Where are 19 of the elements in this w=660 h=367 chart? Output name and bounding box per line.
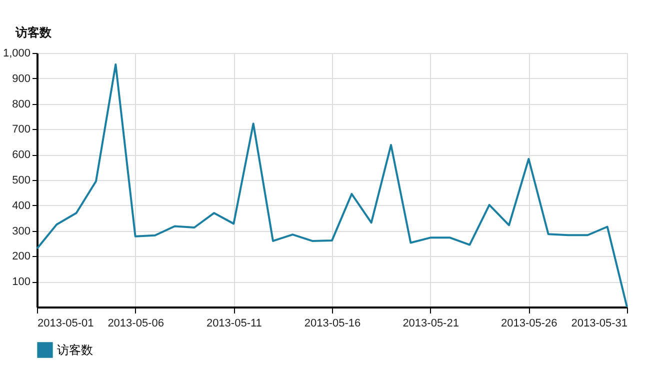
y-tick-label: 200 [12,250,30,263]
x-tick-label: 2013-05-31 [571,318,628,330]
y-tick-label: 300 [12,225,30,238]
x-tick-label: 2013-05-21 [402,318,459,330]
y-tick-label: 600 [12,149,30,162]
y-tick-label: 500 [12,174,30,186]
x-tick-label: 2013-05-16 [304,318,361,330]
y-tick-label: 100 [12,276,30,288]
legend-label: 访客数 [57,343,93,357]
x-tick-label: 2013-05-06 [108,318,164,330]
y-tick-label: 700 [12,124,30,136]
x-tick-label: 2013-05-26 [501,318,558,330]
x-tick-label: 2013-05-11 [206,318,262,330]
y-tick-label: 800 [12,98,30,110]
x-tick-label: 2013-05-01 [38,318,94,330]
y-tick-label: 900 [12,72,30,85]
y-tick-label: 1,000 [2,48,30,60]
y-tick-label: 400 [12,200,30,212]
y-axis-title: 访客数 [14,26,52,40]
